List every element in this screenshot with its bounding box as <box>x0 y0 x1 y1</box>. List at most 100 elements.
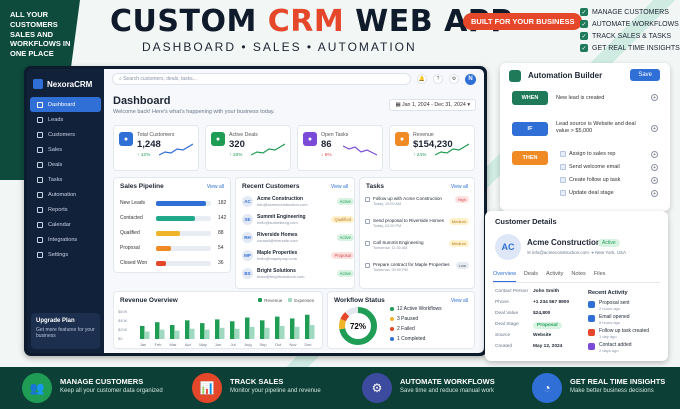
activity-item[interactable]: Email opened 5 hours ago <box>588 314 660 327</box>
action-item[interactable]: Send welcome email <box>560 162 620 172</box>
activity-icon <box>588 343 595 350</box>
pipeline-row[interactable]: Qualified 88 <box>120 228 228 238</box>
tab-notes[interactable]: Notes <box>571 271 586 277</box>
when-block[interactable]: WHEN <box>512 91 548 105</box>
priority-badge: High <box>454 196 469 203</box>
tab-activity[interactable]: Activity <box>545 271 564 277</box>
activity-title: Proposal sent <box>599 300 630 306</box>
sidebar-item-sales[interactable]: Sales <box>30 142 101 157</box>
status-badge: Active <box>336 270 354 277</box>
sidebar-item-label: Calendar <box>48 221 71 228</box>
activity-date: 1 day ago <box>599 334 617 339</box>
add-action-icon[interactable]: + <box>651 190 658 197</box>
tab-deals[interactable]: Deals <box>523 271 538 277</box>
pipeline-row[interactable]: New Leads 182 <box>120 198 228 208</box>
sidebar-item-calendar[interactable]: Calendar <box>30 217 101 232</box>
sidebar-item-label: Tasks <box>48 176 63 183</box>
workflow-label: 12 Active Workflows <box>397 306 442 312</box>
action-item[interactable]: Assign to sales rep <box>560 149 615 159</box>
task-checkbox[interactable] <box>365 263 370 268</box>
gear-icon[interactable]: ⚙ <box>449 74 459 84</box>
pipeline-row[interactable]: Proposal 54 <box>120 243 228 253</box>
stat-card[interactable]: ● Active Deals 320 ↑ 18% <box>205 125 291 171</box>
action-item[interactable]: Create follow up task <box>560 175 620 185</box>
bar-expenses-jun <box>220 327 225 339</box>
x-tick-label: Sep <box>259 342 267 347</box>
task-row[interactable]: Follow up with Acme Construction Today, 1… <box>365 196 469 213</box>
stat-card[interactable]: ● Revenue $154,230 ↑ 24% <box>389 125 475 171</box>
task-row[interactable]: Prepare contract for Maple Properties Tom… <box>365 262 469 279</box>
feature-checklist: ✓ MANAGE CUSTOMERS ✓ AUTOMATE WORKFLOWS ✓ TRA… <box>580 6 680 54</box>
add-when-icon[interactable]: + <box>651 94 658 101</box>
sidebar-item-reports[interactable]: Reports <box>30 202 101 217</box>
sidebar-item-label: Reports <box>48 206 68 213</box>
field-value: May 12, 2024 <box>533 344 563 349</box>
pipeline-row[interactable]: Closed Won 36 <box>120 258 228 268</box>
date-range-picker[interactable]: ▦ Jan 1, 2024 - Dec 31, 2024 ▾ <box>389 99 476 111</box>
field-value: John Smith <box>533 289 560 294</box>
sidebar-item-label: Sales <box>48 146 62 153</box>
task-checkbox[interactable] <box>365 219 370 224</box>
upgrade-card[interactable]: Upgrade Plan Get more features for your … <box>31 313 100 349</box>
sidebar-item-deals[interactable]: Deals <box>30 157 101 172</box>
workflow-dot <box>390 317 394 321</box>
customer-row[interactable]: SE Summit Engineering hello@summiteng.com Q… <box>242 212 354 227</box>
save-button[interactable]: Save <box>630 69 660 81</box>
customer-row[interactable]: RH Riverside Homes contact@riverside.com Ac… <box>242 230 354 245</box>
bar-expenses-oct <box>280 325 285 339</box>
sidebar-item-integrations[interactable]: Integrations <box>30 232 101 247</box>
bar-revenue-may <box>200 323 205 339</box>
add-action-icon[interactable]: + <box>651 164 658 171</box>
field-key: Deal Stage <box>495 322 519 327</box>
sidebar-item-label: Dashboard <box>48 101 76 108</box>
add-action-icon[interactable]: + <box>651 177 658 184</box>
help-icon[interactable]: ? <box>433 74 443 84</box>
status-badge: Active <box>598 239 620 247</box>
bar-revenue-jul <box>230 321 235 339</box>
customer-row[interactable]: MP Maple Properties hello@mapleprop.com Pro… <box>242 248 354 263</box>
task-row[interactable]: Send proposal to Riverside Homes Today, 0… <box>365 218 469 235</box>
stat-icon: ● <box>303 132 317 146</box>
action-item[interactable]: Update deal stage <box>560 188 614 198</box>
tasks-view-all[interactable]: View all <box>450 184 468 190</box>
activity-item[interactable]: Follow up task created 1 day ago <box>588 328 660 341</box>
bell-icon[interactable]: 🔔 <box>417 74 427 84</box>
add-if-icon[interactable]: + <box>651 125 658 132</box>
activity-icon <box>588 301 595 308</box>
main-area: ⌕ Search customers, deals, tasks... 🔔 ? … <box>104 69 484 353</box>
if-block[interactable]: IF <box>512 122 548 136</box>
customer-row[interactable]: BS Bright Solutions team@brightsolutions.c… <box>242 266 354 281</box>
brand[interactable]: NexoraCRM <box>27 69 104 97</box>
activity-item[interactable]: Proposal sent 2 hours ago <box>588 300 660 313</box>
sidebar-item-automation[interactable]: Automation <box>30 187 101 202</box>
task-checkbox[interactable] <box>365 197 370 202</box>
bar-revenue-apr <box>185 320 190 339</box>
pipeline-view-all[interactable]: View all <box>206 184 224 190</box>
stat-value: 320 <box>229 139 245 150</box>
pipeline-row[interactable]: Contacted 142 <box>120 213 228 223</box>
search-input[interactable]: ⌕ Search customers, deals, tasks... <box>112 73 411 85</box>
customer-details-title: Customer Details <box>495 217 557 226</box>
customers-view-all[interactable]: View all <box>330 184 348 190</box>
pipeline-title: Sales Pipeline <box>120 183 164 190</box>
stat-card[interactable]: ● Open Tasks 86 ↓ 6% <box>297 125 383 171</box>
field-value: Website <box>533 333 552 338</box>
add-action-icon[interactable]: + <box>651 151 658 158</box>
task-row[interactable]: Call Summit Engineering Tomorrow, 11:30 A… <box>365 240 469 257</box>
tab-files[interactable]: Files <box>593 271 606 277</box>
sidebar-item-tasks[interactable]: Tasks <box>30 172 101 187</box>
tab-overview[interactable]: Overview <box>493 271 516 282</box>
sidebar-item-customers[interactable]: Customers <box>30 127 101 142</box>
customer-row[interactable]: AC Acme Construction info@acmeconstruction… <box>242 194 354 209</box>
sidebar-item-leads[interactable]: Leads <box>30 112 101 127</box>
then-block[interactable]: THEN <box>512 151 548 165</box>
stat-card[interactable]: ● Total Customers 1,248 ↑ 12% <box>113 125 199 171</box>
avatar[interactable]: N <box>465 73 476 85</box>
pipeline-fill <box>156 245 171 251</box>
workflow-view-all[interactable]: View all <box>450 298 468 304</box>
sidebar-item-settings[interactable]: Settings <box>30 247 101 262</box>
sidebar-item-dashboard[interactable]: Dashboard <box>30 97 101 112</box>
bar-revenue-nov <box>290 318 295 339</box>
task-checkbox[interactable] <box>365 241 370 246</box>
activity-item[interactable]: Contact added 2 days ago <box>588 342 660 355</box>
